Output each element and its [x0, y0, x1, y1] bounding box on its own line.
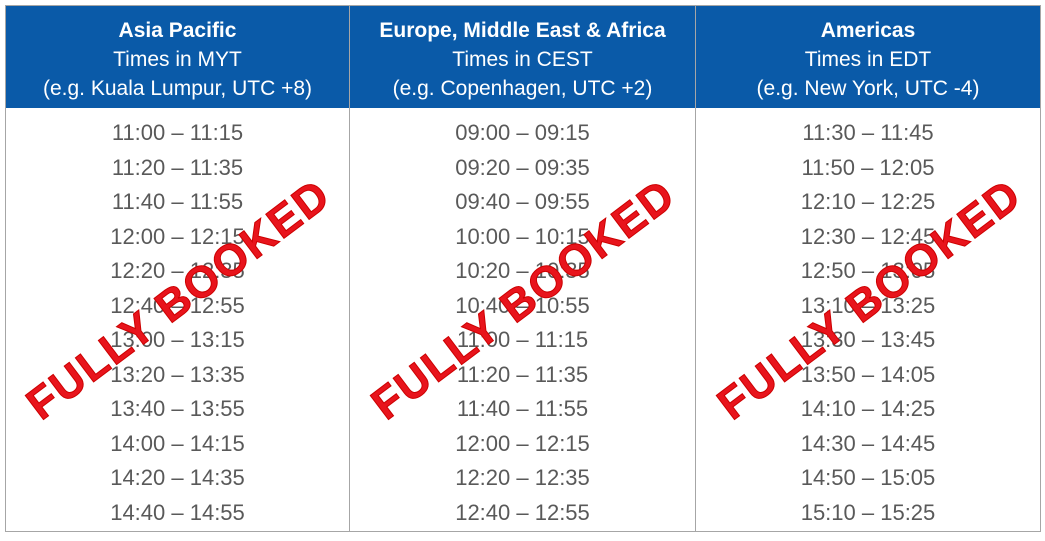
timezone-label: Times in EDT: [804, 48, 932, 71]
time-slot: 13:40 – 13:55: [110, 396, 245, 421]
time-slot: 11:00 – 11:15: [456, 327, 589, 352]
time-slot: 09:00 – 09:15: [455, 120, 590, 145]
time-slot: 12:20 – 12:35: [455, 465, 590, 490]
time-slot: 14:10 – 14:25: [800, 396, 936, 421]
time-slot: 13:30 – 13:45: [800, 327, 936, 352]
time-slot: 13:20 – 13:35: [110, 361, 245, 387]
timezone-label: Times in MYT: [113, 48, 242, 71]
region-title: Asia Pacific: [118, 19, 237, 42]
slot-list: 09:00 – 09:15 09:20 – 09:35 09:40 – 09:55 1…: [350, 108, 695, 530]
time-slot: 13:50 – 14:05: [800, 361, 936, 387]
column-header: Europe, Middle East & Africa Times in CES…: [350, 6, 695, 108]
time-slot: 14:40 – 14:55: [110, 499, 245, 525]
time-slot: 14:20 – 14:35: [110, 465, 245, 490]
time-slot: 12:40 – 12:55: [110, 292, 245, 318]
time-slot: 12:10 – 12:25: [800, 189, 936, 214]
time-slot: 11:20 – 11:35: [456, 361, 589, 387]
time-slot: 14:50 – 15:05: [800, 465, 936, 490]
timezone-label: Times in CEST: [452, 48, 593, 71]
time-slot: 12:20 – 12:35: [110, 258, 245, 283]
region-title: Americas: [820, 19, 916, 42]
time-slot: 11:40 – 11:55: [456, 396, 589, 421]
time-slot: 13:10 – 13:25: [800, 292, 936, 318]
time-slot: 11:30 – 11:45: [802, 120, 934, 145]
region-column: Americas Times in EDT (e.g. New York, UTC …: [695, 5, 1041, 532]
column-header: Americas Times in EDT (e.g. New York, UTC …: [696, 6, 1040, 108]
time-slot: 11:40 – 11:55: [111, 189, 244, 214]
time-slot: 12:40 – 12:55: [455, 499, 590, 525]
slot-list: 11:30 – 11:45 11:50 – 12:05 12:10 – 12:25 1…: [696, 108, 1040, 530]
time-slot: 12:30 – 12:45: [800, 223, 936, 249]
timezone-example: (e.g. New York, UTC -4): [756, 77, 980, 100]
time-slot: 11:50 – 12:05: [801, 154, 935, 180]
time-slot: 10:20 – 10:35: [455, 258, 590, 283]
time-slot: 12:50 – 13:05: [800, 258, 936, 283]
time-slot: 12:00 – 12:15: [110, 223, 245, 249]
time-slot: 11:00 – 11:15: [111, 120, 244, 145]
region-column: Europe, Middle East & Africa Times in CES…: [349, 5, 696, 532]
time-slot: 14:00 – 14:15: [110, 430, 245, 456]
time-slot: 11:20 – 11:35: [111, 154, 244, 180]
time-slot: 13:00 – 13:15: [110, 327, 245, 352]
time-slot: 10:40 – 10:55: [455, 292, 590, 318]
slot-list: 11:00 – 11:15 11:20 – 11:35 11:40 – 11:55 1…: [6, 108, 349, 530]
column-header: Asia Pacific Times in MYT (e.g. Kuala Lump…: [6, 6, 349, 108]
time-slot: 15:10 – 15:25: [800, 499, 936, 525]
time-slot: 09:20 – 09:35: [455, 154, 590, 180]
timezone-example: (e.g. Copenhagen, UTC +2): [392, 77, 653, 100]
time-slot: 09:40 – 09:55: [455, 189, 590, 214]
time-slot: 12:00 – 12:15: [455, 430, 590, 456]
time-slot: 10:00 – 10:15: [455, 223, 590, 249]
region-title: Europe, Middle East & Africa: [379, 19, 666, 42]
region-column: Asia Pacific Times in MYT (e.g. Kuala Lump…: [5, 5, 350, 532]
timezone-example: (e.g. Kuala Lumpur, UTC +8): [42, 77, 313, 100]
time-slot: 14:30 – 14:45: [800, 430, 936, 456]
